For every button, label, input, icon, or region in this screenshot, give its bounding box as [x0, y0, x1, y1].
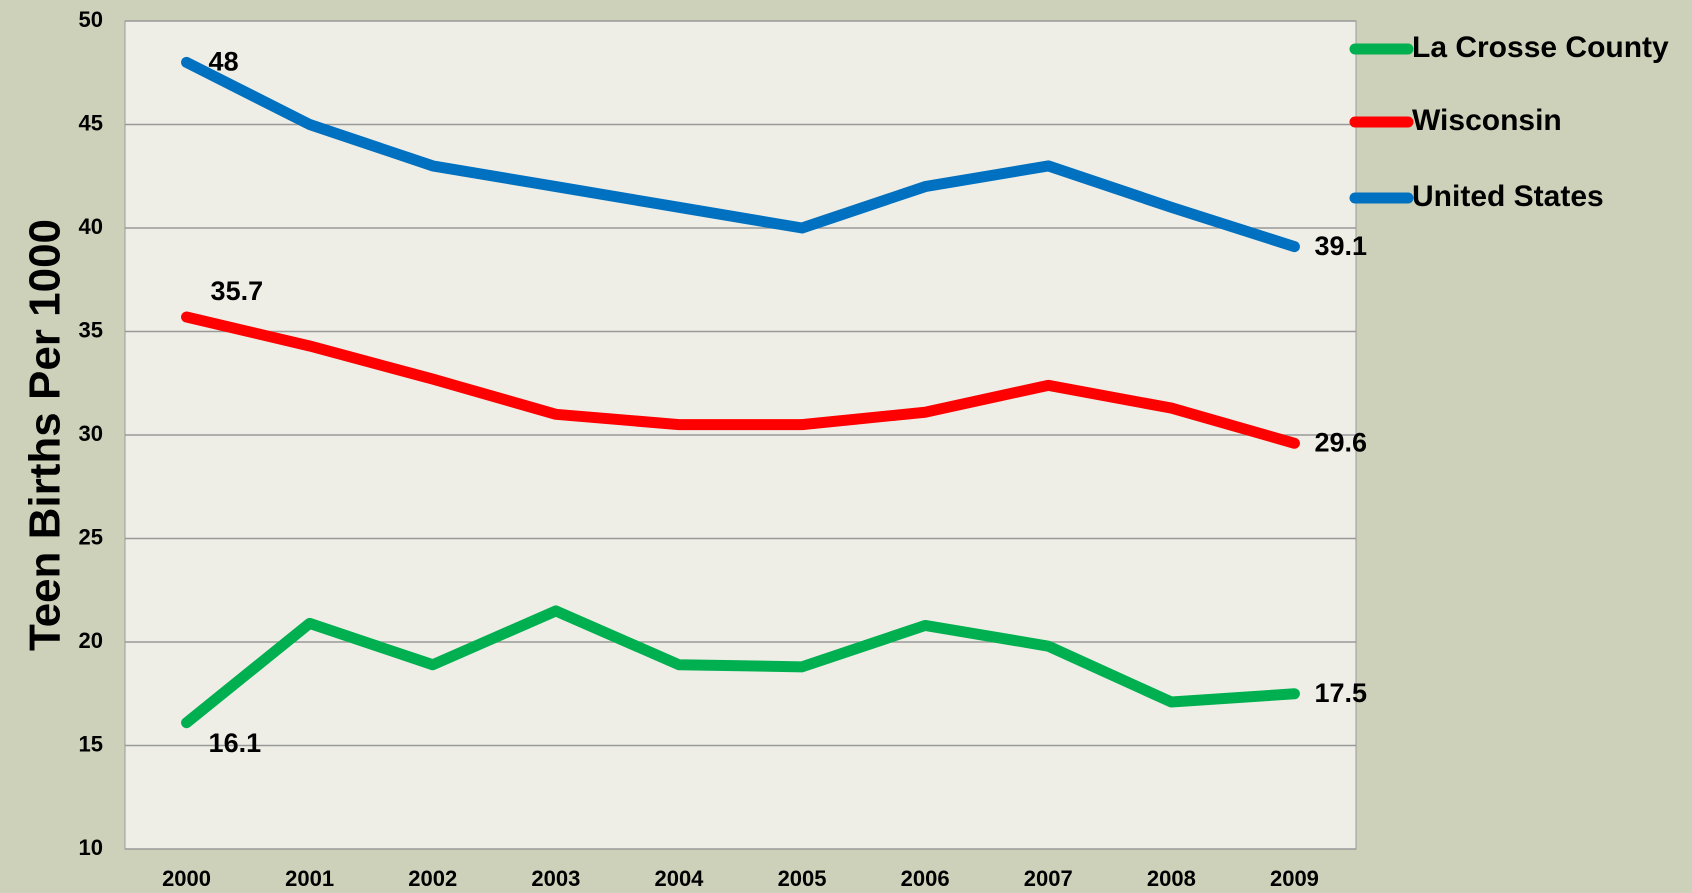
data-label: 29.6	[1314, 427, 1367, 457]
x-tick-label: 2002	[408, 866, 457, 891]
x-tick-label: 2000	[162, 866, 211, 891]
y-tick-label: 15	[79, 731, 103, 756]
y-tick-label: 45	[79, 110, 103, 135]
y-tick-label: 10	[79, 835, 103, 860]
data-label: 35.7	[211, 276, 264, 306]
x-tick-label: 2007	[1024, 866, 1073, 891]
data-label: 39.1	[1314, 231, 1367, 261]
series-line	[181, 605, 1300, 729]
legend-label: United States	[1412, 180, 1604, 213]
legend-label: La Crosse County	[1412, 31, 1669, 64]
y-tick-label: 30	[79, 421, 103, 446]
x-tick-label: 2006	[901, 866, 950, 891]
y-tick-label: 35	[79, 317, 103, 342]
x-tick-label: 2001	[285, 866, 334, 891]
x-tick-label: 2004	[654, 866, 704, 891]
data-label: 48	[209, 47, 239, 77]
data-label: 16.1	[209, 728, 262, 758]
legend-label: Wisconsin	[1412, 104, 1562, 137]
x-tick-label: 2008	[1147, 866, 1196, 891]
y-axis-title: Teen Births Per 1000	[21, 219, 70, 651]
series-line	[181, 56, 1300, 253]
y-tick-label: 40	[79, 214, 103, 239]
x-tick-label: 2009	[1270, 866, 1319, 891]
y-tick-label: 25	[79, 524, 103, 549]
x-tick-label: 2005	[778, 866, 827, 891]
series-line	[181, 311, 1300, 449]
y-tick-label: 50	[79, 7, 103, 32]
x-tick-label: 2003	[531, 866, 580, 891]
y-tick-label: 20	[79, 628, 103, 653]
data-label: 17.5	[1314, 678, 1367, 708]
